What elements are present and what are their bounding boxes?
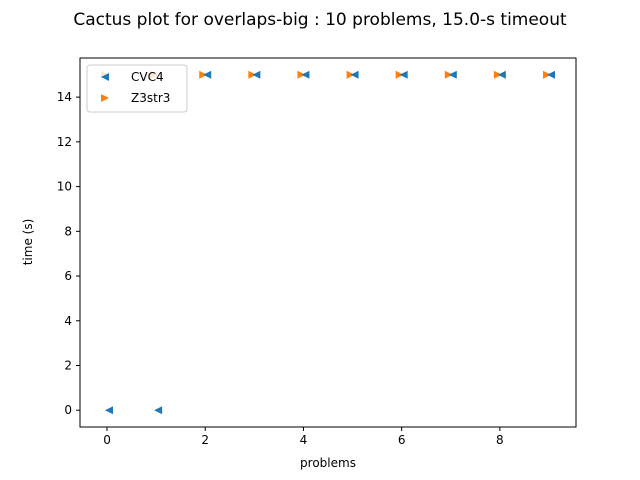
y-tick-label: 10 <box>57 180 72 194</box>
y-tick-label: 0 <box>64 403 72 417</box>
legend-entries: CVC4 Z3str3 <box>101 70 170 105</box>
legend-marker-cvc4 <box>101 73 109 81</box>
data-point-cvc4 <box>203 70 212 79</box>
legend-label: Z3str3 <box>131 91 170 105</box>
y-tick-label: 6 <box>64 269 72 283</box>
plot-frame <box>79 57 577 428</box>
y-tick-label: 14 <box>57 90 72 104</box>
legend-box <box>86 64 188 113</box>
data-point-cvc4 <box>350 70 359 79</box>
data-point-cvc4 <box>252 70 261 79</box>
x-tick-label: 4 <box>300 433 308 447</box>
x-tick-label: 8 <box>496 433 504 447</box>
data-point-cvc4 <box>301 70 310 79</box>
series-layer <box>101 70 555 415</box>
x-axis: 0 2 4 6 8 <box>103 427 504 447</box>
chart-title: Cactus plot for overlaps-big : 10 proble… <box>73 10 567 30</box>
data-point-cvc4 <box>546 70 555 79</box>
legend-marker-z3str3 <box>101 94 109 102</box>
y-tick-label: 2 <box>64 359 72 373</box>
y-tick-label: 8 <box>64 224 72 238</box>
data-point-cvc4 <box>154 406 163 415</box>
x-tick-label: 0 <box>103 433 111 447</box>
legend-label: CVC4 <box>131 70 164 84</box>
y-axis-label: time (s) <box>21 219 35 266</box>
y-axis: 0 2 4 6 8 10 12 14 <box>57 90 80 417</box>
x-tick-label: 6 <box>398 433 406 447</box>
data-point-cvc4 <box>105 406 114 415</box>
data-point-cvc4 <box>448 70 457 79</box>
y-tick-label: 4 <box>64 314 72 328</box>
data-point-cvc4 <box>497 70 506 79</box>
x-axis-label: problems <box>300 456 356 470</box>
x-tick-label: 2 <box>201 433 209 447</box>
data-point-cvc4 <box>399 70 408 79</box>
legend: CVC4 Z3str3 <box>86 64 188 113</box>
y-tick-label: 12 <box>57 135 72 149</box>
